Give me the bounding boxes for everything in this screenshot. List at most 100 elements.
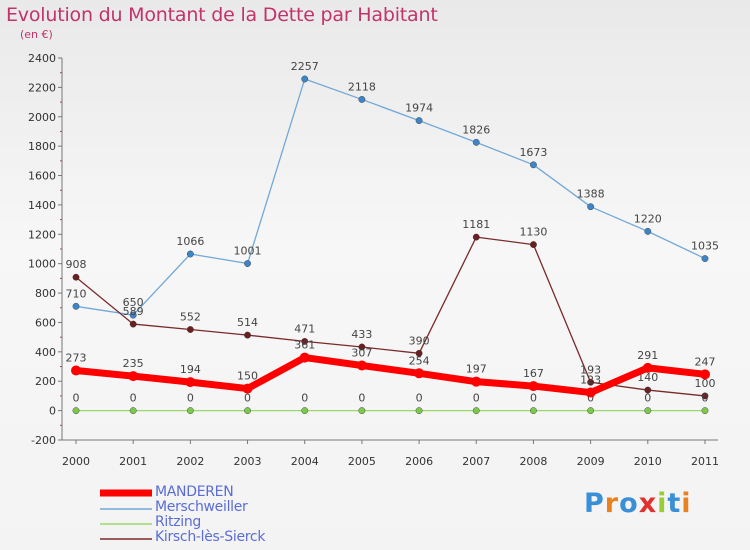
y-axis-ticks: -200 0 200 400 600 800 1000 1200 1400 1600 1800 200… bbox=[28, 52, 62, 447]
data-label-kirsch-l-s-sierck: 908 bbox=[66, 258, 87, 271]
data-label-ritzing: 0 bbox=[644, 392, 651, 405]
y-tick-label: 200 bbox=[35, 375, 56, 388]
data-label-kirsch-l-s-sierck: 589 bbox=[123, 305, 144, 318]
data-label-ritzing: 0 bbox=[416, 392, 423, 405]
data-point-kirsch-l-s-sierck bbox=[129, 320, 137, 328]
x-tick-label: 2001 bbox=[119, 455, 147, 468]
brand-letter: x bbox=[638, 488, 658, 519]
chart-subtitle: (en €) bbox=[20, 28, 53, 41]
data-point-ritzing bbox=[301, 407, 309, 415]
brand-letter: r bbox=[604, 488, 620, 519]
data-point-manderen bbox=[356, 360, 367, 371]
data-point-merschweiller bbox=[186, 250, 194, 258]
x-tick-label: 2004 bbox=[291, 455, 319, 468]
data-point-ritzing bbox=[587, 407, 595, 415]
data-label-manderen: 123 bbox=[580, 374, 601, 387]
data-label-ritzing: 0 bbox=[244, 392, 251, 405]
data-point-kirsch-l-s-sierck bbox=[244, 331, 251, 339]
data-label-manderen: 273 bbox=[66, 352, 87, 365]
series-ritzing: 0 0 0 0 0 0 0 0 0 0 0 0 bbox=[72, 392, 709, 415]
data-label-manderen: 150 bbox=[237, 370, 258, 383]
data-point-kirsch-l-s-sierck bbox=[644, 386, 652, 394]
legend-swatch-manderen bbox=[100, 489, 152, 497]
y-tick-label: 2000 bbox=[28, 111, 56, 124]
data-label-ritzing: 0 bbox=[73, 392, 80, 405]
data-label-kirsch-l-s-sierck: 471 bbox=[294, 322, 315, 335]
y-tick-label: 600 bbox=[35, 316, 56, 329]
data-point-ritzing bbox=[415, 407, 423, 415]
data-label-manderen: 247 bbox=[694, 355, 715, 368]
y-tick-label: 1000 bbox=[28, 258, 56, 271]
data-point-kirsch-l-s-sierck bbox=[358, 343, 366, 351]
data-point-merschweiller bbox=[644, 227, 652, 235]
data-point-ritzing bbox=[72, 407, 80, 415]
data-label-merschweiller: 650 bbox=[123, 296, 144, 309]
series-merschweiller: 710 650 1066 1001 2257 2118 1974 1826 1673 1388 12… bbox=[66, 60, 719, 319]
data-point-manderen bbox=[471, 376, 482, 387]
y-tick-label: 800 bbox=[35, 287, 56, 300]
data-label-manderen: 254 bbox=[409, 354, 430, 367]
data-label-merschweiller: 1673 bbox=[519, 146, 547, 159]
brand-letter: i bbox=[681, 488, 692, 519]
data-point-kirsch-l-s-sierck bbox=[301, 338, 309, 345]
data-label-merschweiller: 1826 bbox=[462, 123, 490, 136]
chart-title: Evolution du Montant de la Dette par Hab… bbox=[6, 4, 438, 26]
data-label-ritzing: 0 bbox=[587, 392, 594, 405]
x-axis-ticks: 2000 2001 2002 2003 2004 2005 2006 2007 2008 2009… bbox=[62, 440, 719, 468]
y-tick-label: 1800 bbox=[28, 140, 56, 153]
y-tick-label: 400 bbox=[35, 346, 56, 359]
y-tick-label: 1200 bbox=[28, 228, 56, 241]
x-tick-label: 2006 bbox=[405, 455, 433, 468]
data-point-merschweiller bbox=[701, 255, 709, 262]
legend-item-merschweiller: Merschweiller bbox=[100, 500, 265, 515]
series-manderen: 273 235 194 150 361 307 254 197 167 123 291 247 bbox=[66, 339, 715, 398]
legend-swatch-merschweiller bbox=[100, 508, 152, 510]
data-point-manderen bbox=[585, 387, 596, 398]
data-point-kirsch-l-s-sierck bbox=[72, 273, 80, 281]
legend-label-kirsch: Kirsch-lès-Sierck bbox=[155, 529, 266, 545]
x-tick-label: 2003 bbox=[234, 455, 262, 468]
data-label-merschweiller: 1974 bbox=[405, 102, 433, 115]
brand-letter: i bbox=[657, 488, 668, 519]
data-point-manderen bbox=[414, 368, 425, 379]
data-label-ritzing: 0 bbox=[358, 392, 365, 405]
data-label-ritzing: 0 bbox=[301, 392, 308, 405]
x-tick-label: 2005 bbox=[348, 455, 376, 468]
brand-letter: P bbox=[584, 488, 605, 519]
data-point-ritzing bbox=[644, 407, 652, 415]
data-point-ritzing bbox=[358, 407, 366, 415]
data-label-kirsch-l-s-sierck: 193 bbox=[580, 363, 601, 376]
data-point-manderen bbox=[71, 365, 81, 376]
legend-swatch-kirsch bbox=[100, 538, 152, 540]
series-layer: 710 650 1066 1001 2257 2118 1974 1826 1673 1388 12… bbox=[66, 60, 719, 415]
data-point-kirsch-l-s-sierck bbox=[415, 349, 423, 357]
data-point-manderen bbox=[128, 371, 139, 382]
y-tick-label: 2200 bbox=[28, 81, 56, 94]
data-label-kirsch-l-s-sierck: 100 bbox=[694, 377, 715, 390]
data-point-manderen bbox=[642, 362, 653, 373]
data-label-kirsch-l-s-sierck: 1130 bbox=[519, 226, 547, 239]
data-point-manderen bbox=[242, 383, 253, 394]
data-label-manderen: 194 bbox=[180, 363, 201, 376]
data-point-ritzing bbox=[701, 407, 709, 415]
data-label-ritzing: 0 bbox=[701, 392, 708, 405]
legend-item-manderen: MANDEREN bbox=[100, 485, 265, 500]
data-point-merschweiller bbox=[530, 161, 537, 169]
x-tick-label: 2000 bbox=[62, 455, 90, 468]
legend-label-ritzing: Ritzing bbox=[155, 514, 202, 530]
brand-letter: t bbox=[667, 488, 682, 519]
x-tick-label: 2010 bbox=[634, 455, 662, 468]
data-point-ritzing bbox=[129, 407, 137, 415]
data-point-kirsch-l-s-sierck bbox=[530, 241, 537, 248]
legend-label-manderen: MANDEREN bbox=[155, 484, 234, 500]
data-label-ritzing: 0 bbox=[530, 392, 537, 405]
legend-label-merschweiller: Merschweiller bbox=[155, 499, 248, 515]
data-point-manderen bbox=[699, 369, 710, 380]
data-label-kirsch-l-s-sierck: 552 bbox=[180, 311, 201, 324]
data-point-merschweiller bbox=[72, 302, 80, 310]
data-label-kirsch-l-s-sierck: 390 bbox=[409, 334, 430, 347]
series-line-merschweiller bbox=[75, 78, 706, 316]
data-label-kirsch-l-s-sierck: 140 bbox=[637, 371, 658, 384]
data-point-ritzing bbox=[530, 407, 537, 415]
y-tick-label: -200 bbox=[31, 434, 56, 447]
